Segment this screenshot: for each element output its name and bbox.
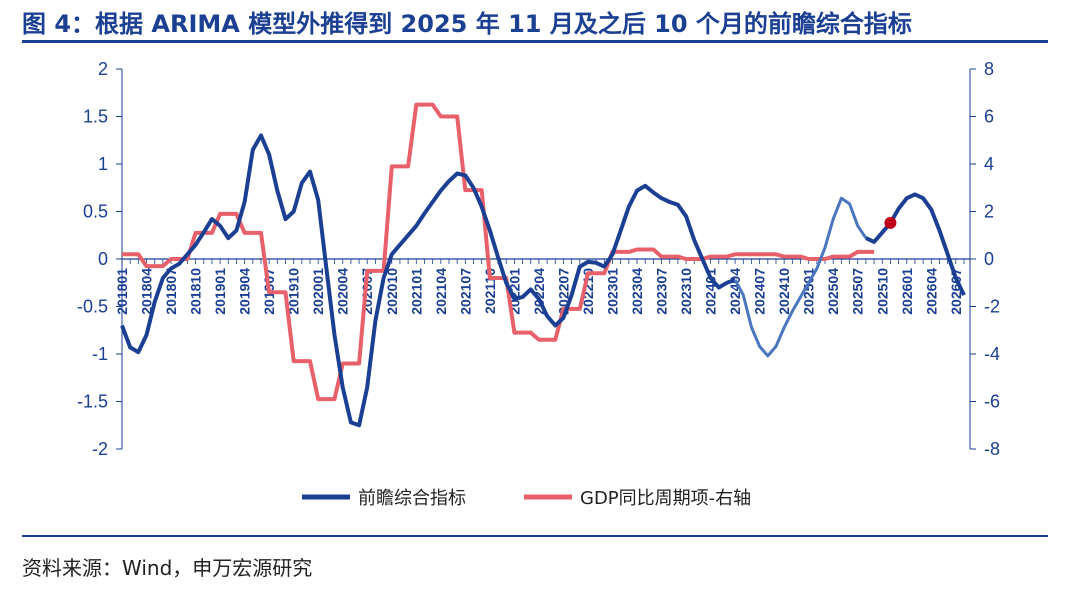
legend-label-leading-indicator: 前瞻综合指标 [358,488,466,509]
x-tick-label: 201804 [139,268,155,315]
left-y-tick-label: -0.5 [77,297,108,317]
x-tick-label: 202004 [335,268,351,315]
leading-indicator-line-forecast [865,192,966,296]
x-tick-label: 202210 [580,268,596,315]
x-tick-label: 202107 [457,268,473,315]
x-tick-label: 201801 [114,268,130,315]
x-tick-label: 202307 [654,268,670,315]
chart-axes: 2 1.5 1 0.5 0 -0.5 -1 -1.5 -2 8 6 4 2 0 -2 -4 -6 -8 [77,59,1000,459]
left-y-tick-label: 1 [98,154,108,174]
left-y-tick-label: -2 [92,439,108,459]
right-y-tick-label: -2 [984,297,1000,317]
x-tick-label: 202401 [703,268,719,315]
right-y-tick-label: -6 [984,392,1000,412]
x-tick-label: 202504 [825,268,841,315]
x-tick-label: 202001 [310,268,326,315]
legend-label-gdp: GDP同比周期项-右轴 [580,488,751,509]
right-y-tick-label: 6 [984,107,994,127]
right-y-tick-label: 8 [984,59,994,79]
x-tick-label: 202010 [384,268,400,315]
leading-indicator-line [120,133,736,428]
left-y-tick-label: 0 [98,249,108,269]
x-tick-label: 202310 [678,268,694,315]
footer-rule [22,535,1048,537]
x-tick-label: 202104 [433,268,449,315]
left-y-tick-label: 0.5 [83,202,108,222]
x-tick-label: 202601 [899,268,915,315]
x-tick-label: 202301 [604,268,620,315]
x-tick-label: 202507 [850,268,866,315]
right-y-tick-label: 2 [984,202,994,222]
left-y-tick-label: 2 [98,59,108,79]
leading-indicator-series [120,133,966,428]
x-tick-label: 201910 [286,268,302,315]
x-tick-label: 202501 [801,268,817,315]
left-y-tick-label: 1.5 [83,107,108,127]
left-y-tick-label: -1 [92,344,108,364]
x-tick-label: 202607 [948,268,964,315]
source-note: 资料来源：Wind，申万宏源研究 [22,556,313,580]
leading-indicator-line-light [733,196,868,358]
x-tick-label: 201904 [237,268,253,315]
right-y-tick-label: -8 [984,439,1000,459]
x-tick-label: 202304 [629,268,645,315]
x-tick-label: 201807 [163,268,179,315]
title-rule [22,40,1048,43]
legend: 前瞻综合指标 GDP同比周期项-右轴 [302,488,751,509]
right-y-tick-label: 0 [984,249,994,269]
x-tick-label: 201901 [212,268,228,315]
left-y-tick-label: -1.5 [77,392,108,412]
right-y-tick-label: 4 [984,154,994,174]
gdp-series [122,102,875,402]
right-y-tick-label: -4 [984,344,1000,364]
x-tick-label: 202410 [776,268,792,315]
x-tick-label: 202604 [923,268,939,315]
x-axis-tick-labels: 201801 201804 201807 201810 201901 201904 2019… [114,268,964,315]
gdp-cycle-line [122,102,875,402]
forecast-start-marker [884,216,897,229]
x-tick-label: 202101 [408,268,424,315]
x-tick-label: 201810 [188,268,204,315]
x-tick-label: 202407 [752,268,768,315]
x-tick-label: 202510 [874,268,890,315]
page-title: 图 4：根据 ARIMA 模型外推得到 2025 年 11 月及之后 10 个月… [22,10,912,38]
